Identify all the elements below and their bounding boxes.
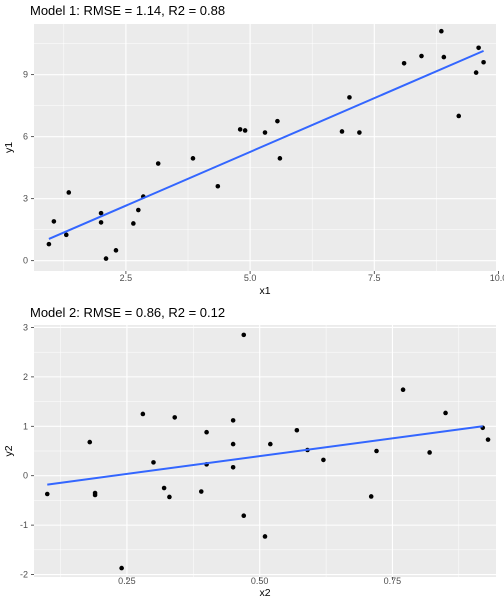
data-point <box>151 460 156 465</box>
data-point <box>241 332 247 338</box>
data-point <box>357 130 362 135</box>
x-tick-label: 2.5 <box>120 273 133 283</box>
data-point <box>242 128 248 133</box>
data-point <box>87 439 93 445</box>
data-point <box>113 248 119 253</box>
data-point <box>161 485 167 491</box>
data-point <box>190 156 196 161</box>
data-point <box>481 59 486 65</box>
data-point <box>155 161 161 166</box>
x-tick-label: 7.5 <box>368 273 381 283</box>
x-tick-label: 0.75 <box>384 576 402 586</box>
data-point <box>140 411 146 417</box>
y-tick-label: 0 <box>23 471 28 481</box>
data-point <box>46 241 52 247</box>
y-tick-label: 3 <box>23 194 28 204</box>
y-tick-label: 6 <box>23 132 28 142</box>
data-point <box>66 190 72 195</box>
chart-model-2: Model 2: RMSE = 0.86, R2 = 0.12 0.25 0.50 0… <box>3 305 496 599</box>
x-tick-label: 5.0 <box>244 273 257 283</box>
data-point <box>230 465 236 470</box>
data-point <box>485 437 491 442</box>
data-point <box>92 492 98 498</box>
x-axis-label: x1 <box>259 285 270 297</box>
y-tick-label: 3 <box>23 322 28 332</box>
y-tick-label: -2 <box>20 570 28 580</box>
data-point <box>215 183 221 189</box>
data-point <box>439 28 444 34</box>
data-point <box>98 220 104 225</box>
y-tick-label: 9 <box>23 70 28 80</box>
data-point <box>241 513 247 519</box>
x-tick-label: 0.50 <box>251 576 269 586</box>
data-point <box>473 70 479 75</box>
data-point <box>268 441 273 447</box>
data-point <box>400 387 406 393</box>
data-point <box>368 494 374 499</box>
chart-model-1: Model 1: RMSE = 1.14, R2 = 0.88 2.5 5.0 7.5… <box>3 3 504 297</box>
x-axis-label: x2 <box>259 587 270 599</box>
data-point <box>237 127 243 132</box>
regression-line <box>47 425 483 486</box>
plot-panel <box>34 24 496 271</box>
data-point <box>98 210 104 216</box>
y-tick-label: -1 <box>20 520 28 530</box>
data-point <box>136 207 141 213</box>
chart-title: Model 2: RMSE = 0.86, R2 = 0.12 <box>30 305 225 320</box>
data-point <box>419 53 424 59</box>
data-point <box>275 118 280 124</box>
data-point <box>51 219 57 224</box>
y-tick-label: 2 <box>23 372 28 382</box>
data-point <box>131 221 136 226</box>
data-point <box>119 565 124 571</box>
data-point <box>198 489 204 494</box>
data-point <box>441 54 447 60</box>
data-point <box>230 441 236 447</box>
x-tick-label: 0.25 <box>118 576 136 586</box>
data-point <box>44 491 50 497</box>
data-point <box>172 415 178 420</box>
data-point <box>347 95 352 100</box>
data-point <box>456 113 462 119</box>
data-point <box>443 410 448 416</box>
data-point <box>230 418 236 423</box>
data-point <box>204 429 209 435</box>
data-point <box>427 450 432 455</box>
y-axis-label: y2 <box>3 445 15 456</box>
data-point <box>294 427 300 433</box>
data-point <box>63 232 69 238</box>
data-point <box>167 494 172 500</box>
x-tick-label: 10.0 <box>490 273 504 283</box>
y-tick-label: 0 <box>23 256 28 266</box>
data-point <box>476 45 481 51</box>
chart-title: Model 1: RMSE = 1.14, R2 = 0.88 <box>30 3 225 18</box>
data-point <box>374 448 379 454</box>
regression-line <box>48 49 484 240</box>
data-point <box>277 156 283 161</box>
data-point <box>103 256 109 261</box>
data-point <box>321 457 326 463</box>
data-point <box>262 534 268 539</box>
y-axis-label: y1 <box>3 142 15 153</box>
data-point <box>339 129 345 134</box>
y-tick-label: 1 <box>23 421 28 431</box>
data-point <box>401 60 407 66</box>
data-point <box>262 130 268 135</box>
